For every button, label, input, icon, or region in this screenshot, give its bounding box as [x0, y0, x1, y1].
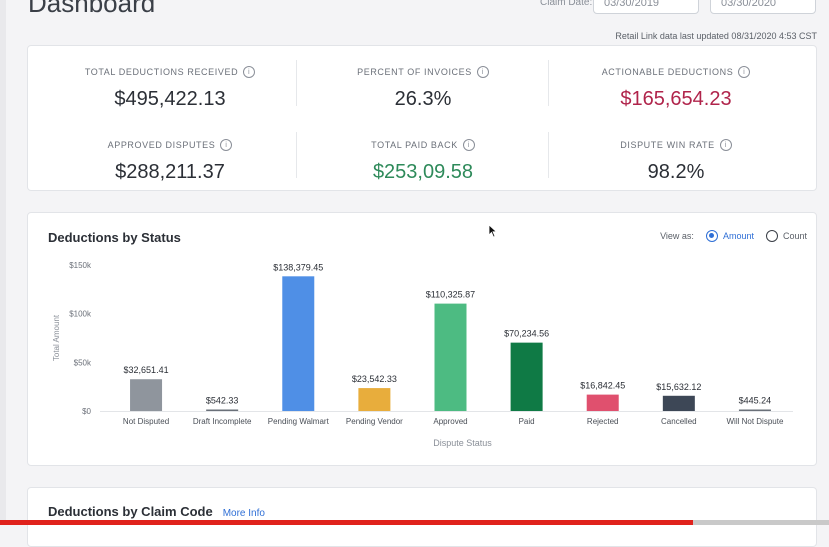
date-from-input[interactable]: 03/30/2019: [593, 0, 699, 14]
bar: [206, 409, 239, 411]
mouse-cursor-icon: [488, 224, 498, 238]
status-bar-chart: $0 $50k $100k $150k Total Amount $32,651.41 No…: [52, 261, 793, 448]
kpi-approved-disputes: APPROVED DISPUTES i $288,211.37: [50, 135, 290, 184]
y-tick-label: $0: [82, 407, 91, 416]
bar-value-label: $23,542.33: [352, 374, 397, 384]
kpi-value: $253,09.58: [372, 161, 474, 183]
bar-value-label: $16,842.45: [580, 381, 625, 391]
y-tick-label: $150k: [69, 261, 92, 270]
kpi-total-paid-back: TOTAL PAID BACK i $253,09.58: [303, 135, 543, 184]
bar: [358, 388, 391, 411]
x-tick-label: Pending Vendor: [346, 417, 403, 426]
kpi-total-deductions: TOTAL DEDUCTIONS RECEIVED i $495,422.13: [50, 62, 290, 111]
video-progress-remaining[interactable]: [693, 520, 829, 525]
bar: [510, 342, 543, 411]
kpi-percent-invoices: PERCENT OF INVOICES i 26.3%: [303, 62, 543, 111]
x-tick-label: Not Disputed: [123, 417, 169, 426]
y-axis-label: Total Amount: [52, 314, 61, 361]
bar-value-label: $445.24: [739, 396, 772, 406]
kpi-label: PERCENT OF INVOICES: [357, 67, 472, 77]
bar-value-label: $110,325.87: [426, 290, 475, 300]
kpi-label: ACTIONABLE DEDUCTIONS: [601, 67, 734, 77]
bar-value-label: $15,632.12: [656, 382, 701, 392]
deductions-by-claim-code-card: Deductions by Claim Code More Info: [27, 487, 817, 547]
x-tick-label: Paid: [519, 417, 535, 426]
kpi-value: $165,654.23: [620, 88, 732, 110]
bar-value-label: $70,234.56: [504, 329, 549, 339]
count-radio[interactable]: [765, 230, 778, 242]
bar-value-label: $138,379.45: [273, 262, 323, 272]
more-info-link[interactable]: More Info: [222, 508, 265, 519]
divider: [548, 132, 549, 178]
y-tick-label: $50k: [74, 358, 92, 367]
y-tick-label: $100k: [69, 310, 92, 319]
info-icon[interactable]: i: [462, 139, 475, 151]
bar: [586, 394, 619, 411]
kpi-actionable-deductions: ACTIONABLE DEDUCTIONS i $165,654.23: [556, 62, 796, 111]
section-title: Deductions by Status: [48, 230, 181, 245]
kpi-value: 26.3%: [394, 88, 452, 110]
amount-radio[interactable]: [705, 230, 718, 242]
info-icon[interactable]: i: [738, 66, 751, 78]
claim-code-title: Deductions by Claim Code: [48, 504, 213, 519]
claim-date-label: Claim Date:: [540, 0, 593, 8]
info-icon[interactable]: i: [476, 66, 489, 78]
kpi-value: $495,422.13: [114, 88, 226, 110]
x-tick-label: Will Not Dispute: [726, 417, 783, 426]
bar-value-label: $32,651.41: [124, 365, 169, 375]
bar: [130, 379, 163, 411]
bar: [282, 276, 315, 411]
divider: [296, 60, 297, 106]
x-tick-label: Draft Incomplete: [193, 417, 252, 426]
divider: [296, 132, 297, 178]
x-tick-label: Approved: [433, 417, 467, 426]
header: Dashboard Claim Date: 03/30/2019 03/30/2…: [0, 0, 829, 28]
count-option-label[interactable]: Count: [782, 231, 807, 241]
left-edge: [0, 0, 6, 525]
divider: [548, 60, 549, 106]
bar: [434, 303, 467, 411]
deductions-by-status-card: Deductions by Status View as: Amount Cou…: [27, 212, 817, 466]
kpi-dispute-win-rate: DISPUTE WIN RATE i 98.2%: [556, 135, 796, 184]
kpi-label: DISPUTE WIN RATE: [620, 140, 715, 150]
bar: [662, 395, 695, 411]
kpi-card: TOTAL DEDUCTIONS RECEIVED i $495,422.13 P…: [27, 45, 817, 191]
video-progress-bar[interactable]: [0, 520, 693, 525]
kpi-label: TOTAL DEDUCTIONS RECEIVED: [84, 67, 239, 77]
amount-option-label[interactable]: Amount: [722, 231, 754, 241]
date-to-input[interactable]: 03/30/2020: [710, 0, 816, 14]
bar: [738, 409, 771, 411]
kpi-label: TOTAL PAID BACK: [371, 140, 458, 150]
x-axis-label: Dispute Status: [433, 438, 492, 448]
kpi-value: $288,211.37: [115, 161, 225, 183]
x-tick-label: Cancelled: [661, 417, 697, 426]
x-tick-label: Rejected: [587, 417, 619, 426]
bar-value-label: $542.33: [206, 396, 239, 406]
data-updated-text: Retail Link data last updated 08/31/2020…: [615, 31, 817, 41]
kpi-label: APPROVED DISPUTES: [107, 140, 216, 150]
info-icon[interactable]: i: [719, 139, 732, 151]
info-icon[interactable]: i: [220, 139, 233, 151]
info-icon[interactable]: i: [243, 66, 256, 78]
section-title: Deductions by Claim Code More Info: [48, 504, 265, 519]
x-tick-label: Pending Walmart: [268, 417, 330, 426]
view-as-label: View as:: [660, 231, 694, 241]
page-title: Dashboard: [28, 0, 156, 18]
view-as-toggle: View as: Amount Count: [660, 230, 807, 242]
kpi-value: 98.2%: [647, 161, 705, 183]
